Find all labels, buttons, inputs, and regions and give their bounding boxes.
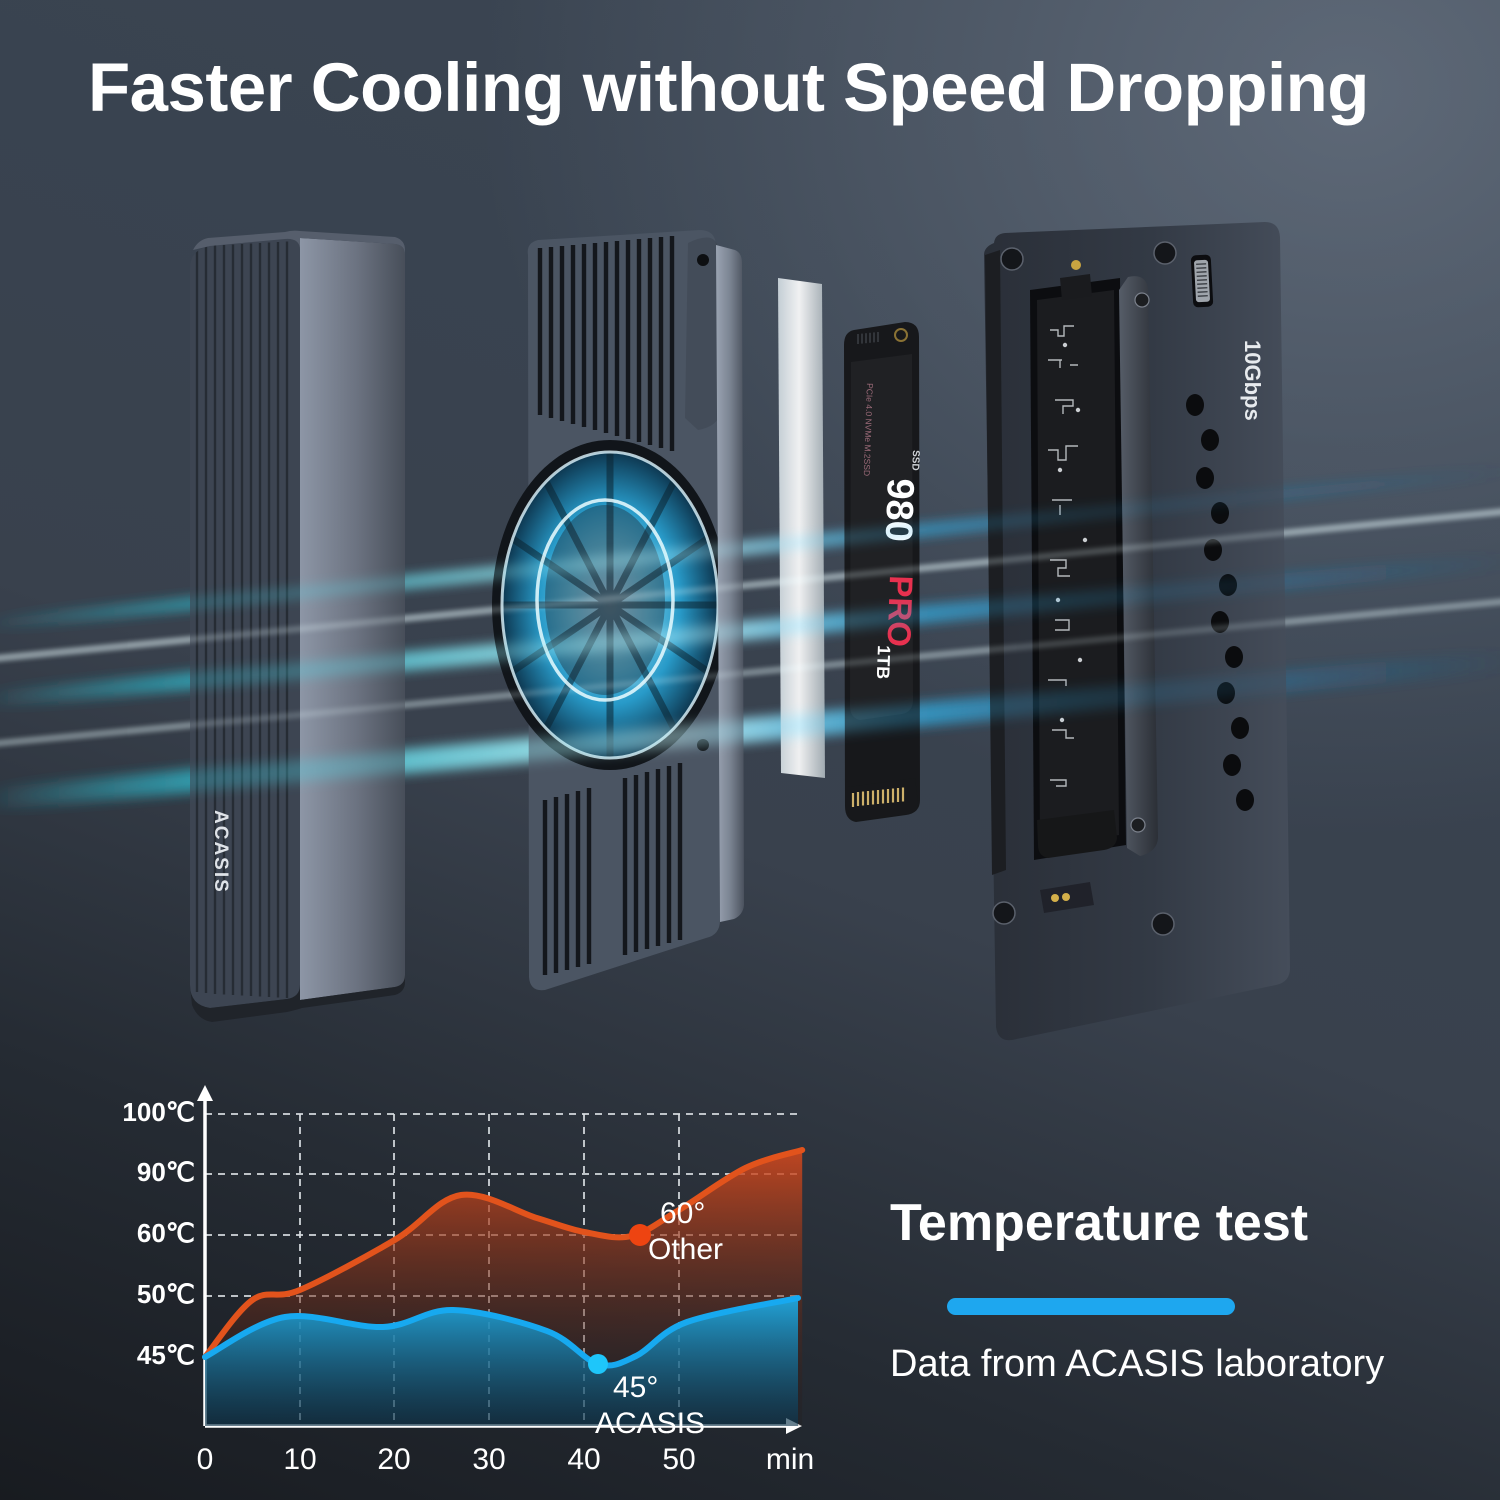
svg-text:90℃: 90℃ <box>137 1157 195 1187</box>
svg-text:min: min <box>766 1443 814 1476</box>
svg-text:60°: 60° <box>660 1197 705 1230</box>
svg-text:20: 20 <box>377 1443 410 1476</box>
svg-text:40: 40 <box>567 1443 600 1476</box>
svg-text:0: 0 <box>197 1443 214 1476</box>
svg-text:30: 30 <box>472 1443 505 1476</box>
svg-text:1TB: 1TB <box>873 645 894 680</box>
svg-text:50: 50 <box>662 1443 695 1476</box>
svg-text:100℃: 100℃ <box>122 1097 195 1127</box>
svg-text:45°: 45° <box>613 1371 658 1404</box>
svg-text:Other: Other <box>648 1233 723 1266</box>
svg-text:ACASIS: ACASIS <box>210 810 231 894</box>
svg-text:10: 10 <box>283 1443 316 1476</box>
svg-text:50℃: 50℃ <box>137 1279 195 1309</box>
svg-text:ACASIS: ACASIS <box>595 1407 705 1440</box>
svg-text:SSD: SSD <box>909 450 921 471</box>
svg-text:45℃: 45℃ <box>137 1340 195 1370</box>
svg-text:60℃: 60℃ <box>137 1218 195 1248</box>
svg-text:10Gbps: 10Gbps <box>1240 340 1265 421</box>
